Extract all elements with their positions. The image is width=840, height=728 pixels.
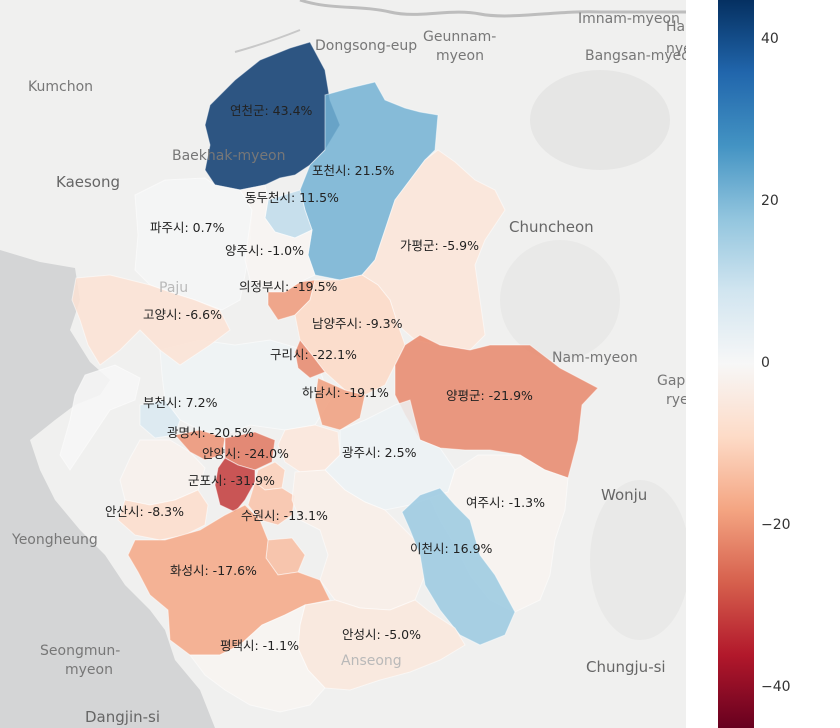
border-line [234,29,301,53]
region-label: 양평군: -21.9% [446,388,533,403]
region-label: 연천군: 43.4% [230,103,313,118]
colorbar [718,0,754,728]
terrain-shade [500,240,620,360]
region-label: 광명시: -20.5% [167,425,254,440]
colorbar-gradient [718,0,754,728]
place-label: Anseong [341,653,402,669]
region-label: 의정부시: -19.5% [239,279,338,294]
place-label: Imnam-myeon [578,11,680,27]
sea-area [0,250,215,728]
border-line [299,0,686,18]
place-label: Kaesong [56,173,120,191]
place-label: Baekhak-myeon [172,148,286,164]
place-label: Wonju [601,486,647,504]
region-파주시[interactable] [134,177,253,311]
place-label: Chungju-si [586,658,666,676]
place-label: Nam-myeon [552,350,638,366]
place-label: Dongsong-eup [315,38,417,54]
region-label: 화성시: -17.6% [170,563,257,578]
place-label: nyeongsan [666,41,686,57]
place-label: Bangsan-myeon [585,48,686,64]
place-label: Ha [666,19,685,35]
region-수원시[interactable] [247,481,296,526]
place-label: myeon [436,48,484,64]
region-label: 이천시: 16.9% [410,541,493,556]
region-label: 양주시: -1.0% [225,243,304,258]
region-label: 남양주시: -9.3% [312,316,403,331]
colorbar-tick-label: −40 [761,678,791,695]
terrain-shade [590,480,686,640]
place-label: Yeongheung [11,532,98,548]
region-label: 안성시: -5.0% [342,627,421,642]
region-label: 가평군: -5.9% [400,238,479,253]
place-label: ryeo [666,392,686,408]
region-label: 하남시: -19.1% [302,385,389,400]
region-label: 고양시: -6.6% [143,307,222,322]
terrain-shade [530,70,670,170]
region-고양시[interactable] [71,274,231,366]
colorbar-tick-label: −20 [761,516,791,533]
region-남양주시[interactable] [294,274,406,396]
region-label: 군포시: -31.9% [188,473,275,488]
region-구리시[interactable] [294,339,326,379]
map-svg[interactable]: Imnam-myeon Dongsong-eup Geunnam-myeon Bang… [0,0,686,728]
region-평택시[interactable] [189,604,326,713]
place-label: Dangjin-si [85,708,160,726]
region-label: 안양시: -24.0% [202,446,289,461]
region-label: 광주시: 2.5% [342,445,417,460]
place-label: Geunnam- [423,29,496,45]
region-label: 안산시: -8.3% [105,504,184,519]
region-label: 부천시: 7.2% [143,395,218,410]
region-label: 평택시: -1.1% [220,638,299,653]
colorbar-tick-label: 40 [761,31,779,48]
region-label: 동두천시: 11.5% [245,190,339,205]
region-label: 포천시: 21.5% [312,163,395,178]
place-label: myeon [65,662,113,678]
place-label: Chuncheon [509,218,594,236]
region-광명시[interactable] [174,429,226,461]
region-군포시[interactable] [214,457,256,513]
region-label: 수원시: -13.1% [241,508,328,523]
region-양주시[interactable] [239,184,316,293]
map-area[interactable]: Imnam-myeon Dongsong-eup Geunnam-myeon Bang… [0,0,686,728]
region-하남시[interactable] [314,377,366,431]
place-label: Gapo [657,373,686,389]
colorbar-tick-label: 20 [761,193,779,210]
region-label: 파주시: 0.7% [150,220,225,235]
region-label: 여주시: -1.3% [466,495,545,510]
region-이천시[interactable] [401,487,516,646]
region-안산시[interactable] [117,489,209,541]
colorbar-tick-label: 0 [761,355,770,371]
place-label: Kumchon [28,79,93,95]
region-인천시[interactable] [59,364,141,471]
place-label: Paju [159,280,188,296]
place-label: Seongmun- [40,643,120,659]
region-label: 구리시: -22.1% [270,347,357,362]
